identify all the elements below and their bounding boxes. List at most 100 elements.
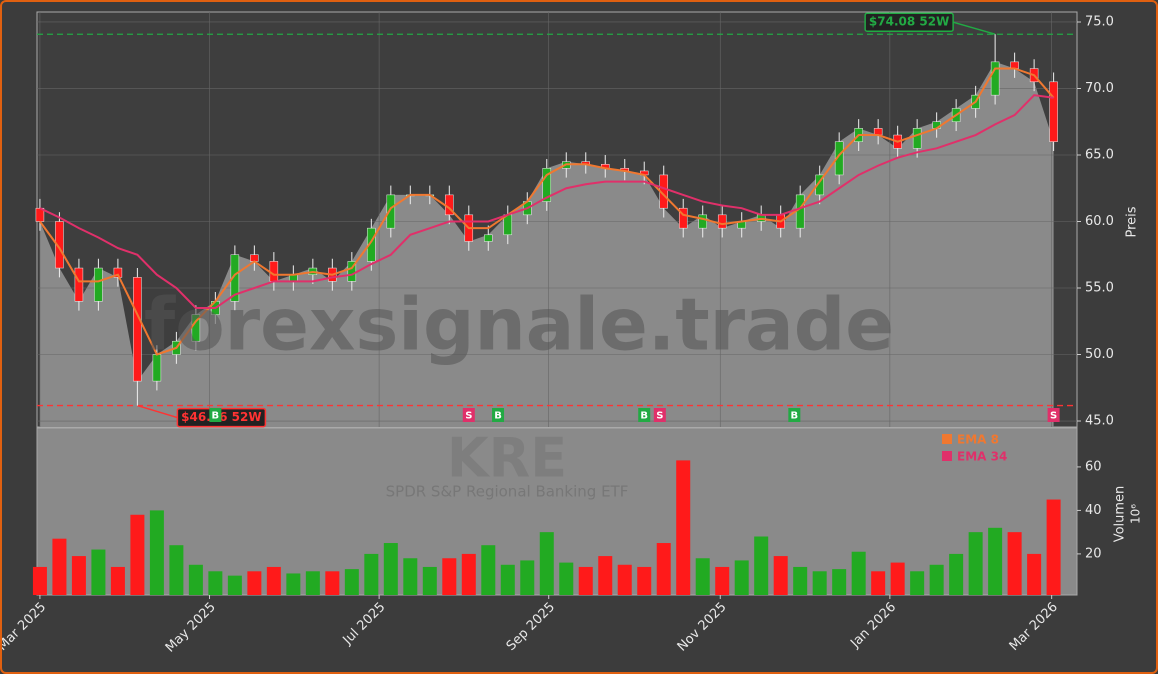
volume-bar <box>52 538 67 595</box>
volume-bar <box>539 532 554 595</box>
volume-bar <box>520 560 535 595</box>
signal-marker <box>788 408 801 422</box>
y-tick-label: 65.0 <box>1085 147 1114 162</box>
volume-bar <box>929 564 944 595</box>
signal-label: B <box>212 411 220 422</box>
candle-body <box>678 207 688 229</box>
volume-bar <box>1007 532 1022 595</box>
x-tick-label: Jul 2025 <box>340 600 389 649</box>
y-tick-label: 60.0 <box>1085 214 1114 229</box>
annotation-arrow <box>952 21 996 35</box>
symbol-name: SPDR S&P Regional Banking ETF <box>386 483 629 501</box>
signal-marker <box>209 408 222 422</box>
candle-body <box>347 261 357 282</box>
price-area <box>39 61 1054 427</box>
y-tick-label: 50.0 <box>1085 347 1114 362</box>
volume-bar <box>188 564 203 595</box>
candle-body <box>74 267 84 302</box>
volume-bar <box>1027 553 1042 595</box>
legend-label: EMA 34 <box>957 450 1007 464</box>
y-tick-label: 45.0 <box>1085 414 1114 429</box>
candle-body <box>133 277 142 382</box>
y-tick-label: 20 <box>1085 546 1102 561</box>
x-tick-label: May 2025 <box>163 600 219 656</box>
volume-bar <box>676 460 691 595</box>
annotation-label: $46.16 52W <box>181 410 261 424</box>
volume-bar <box>91 549 106 595</box>
signal-marker <box>462 408 475 422</box>
candle-body <box>94 267 103 302</box>
volume-bar <box>130 514 145 595</box>
watermark: forexsignale.trade <box>144 283 894 367</box>
volume-bar <box>851 551 866 595</box>
volume-bar <box>71 556 86 595</box>
volume-axis-unit: 10⁶ <box>1129 504 1143 524</box>
volume-bar <box>305 571 320 595</box>
volume-bar <box>637 566 652 595</box>
annotation-box <box>176 407 267 428</box>
candle-body <box>1049 81 1058 142</box>
candle-body <box>834 141 844 176</box>
signal-marker <box>638 408 651 422</box>
y-tick-label: 75.0 <box>1085 14 1114 29</box>
volume-bar <box>32 566 47 595</box>
volume-axis-label: Volumen <box>1113 486 1128 543</box>
volume-bar <box>110 566 125 595</box>
candle-body <box>386 194 396 229</box>
volume-bar <box>890 562 905 595</box>
annotation-label: $74.08 52W <box>869 15 949 29</box>
volume-bar <box>754 536 769 595</box>
candle-body <box>484 234 493 242</box>
volume-bar <box>598 556 613 595</box>
volume-bar <box>422 566 437 595</box>
volume-bar <box>325 571 340 595</box>
volume-bar <box>793 566 808 595</box>
volume-bar <box>286 573 301 595</box>
signal-label: B <box>640 411 648 422</box>
volume-bar <box>169 545 184 595</box>
candle-body <box>795 194 805 229</box>
volume-bar <box>773 556 788 595</box>
volume-bar <box>578 566 593 595</box>
legend-label: EMA 8 <box>957 433 999 447</box>
y-tick-label: 40 <box>1085 503 1102 518</box>
legend-swatch <box>942 434 952 444</box>
candle-body <box>55 221 64 269</box>
volume-bar <box>734 560 749 595</box>
volume-bar <box>988 527 1003 595</box>
y-tick-label: 70.0 <box>1085 81 1114 96</box>
volume-bar <box>403 558 418 595</box>
volume-bar <box>383 543 398 595</box>
signal-label: B <box>791 411 799 422</box>
volume-bar <box>461 553 476 595</box>
signal-label: S <box>465 411 472 422</box>
legend-swatch <box>942 451 952 461</box>
volume-bar <box>656 543 671 595</box>
volume-bar <box>247 571 262 595</box>
symbol: KRE <box>447 427 567 490</box>
volume-bar <box>715 566 730 595</box>
candle-body <box>990 61 1000 96</box>
volume-bar <box>208 571 223 595</box>
annotation-box <box>864 12 954 32</box>
x-tick-label: Jan 2026 <box>847 600 899 652</box>
y-tick-label: 55.0 <box>1085 281 1114 296</box>
volume-bar <box>812 571 827 595</box>
volume-bar <box>149 510 164 595</box>
annotation-arrow <box>137 404 178 419</box>
candle-body <box>269 261 279 282</box>
volume-bar <box>695 558 710 595</box>
volume-bar <box>266 566 281 595</box>
x-tick-label: Mar 2025 <box>2 600 49 654</box>
volume-bar <box>949 553 964 595</box>
candle-body <box>815 174 824 196</box>
volume-bar <box>617 564 632 595</box>
signal-marker <box>653 408 666 422</box>
volume-bar <box>1046 499 1061 595</box>
signal-label: S <box>656 411 663 422</box>
volume-bar <box>227 575 242 595</box>
candle-body <box>230 254 240 302</box>
volume-bar <box>832 569 847 595</box>
